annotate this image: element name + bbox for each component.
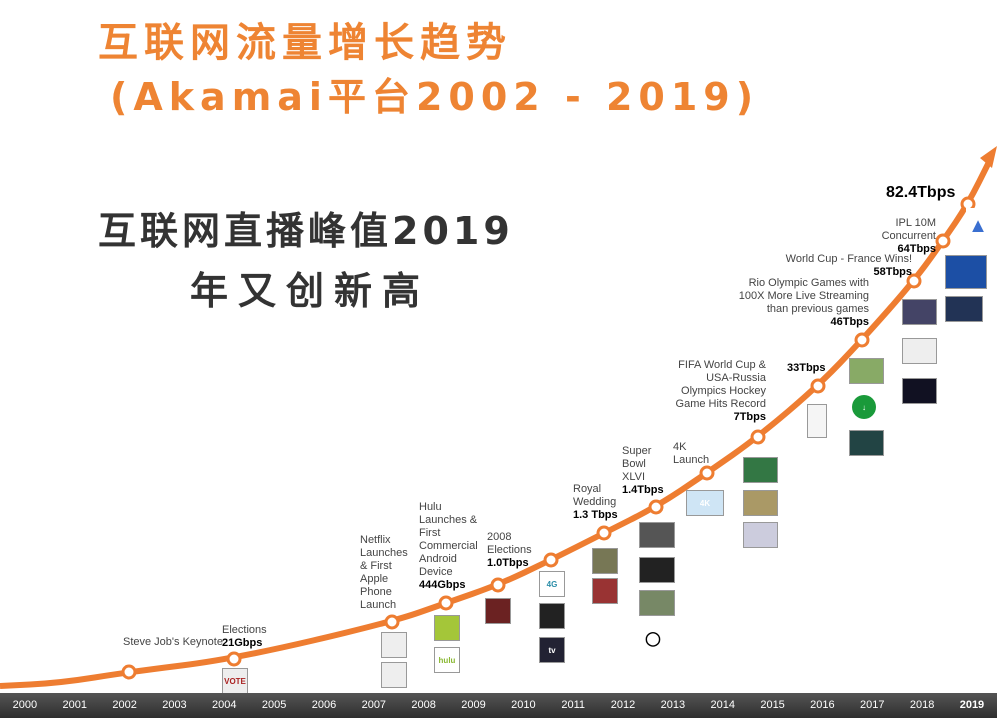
year-tick-2001: 2001 [62, 699, 87, 711]
vr-thumbnail [902, 378, 937, 404]
year-tick-2007: 2007 [361, 699, 387, 711]
year-tick-2017: 2017 [860, 699, 885, 711]
smartphone-thumbnail [807, 404, 827, 438]
download-icon: ↓ [852, 395, 876, 419]
milestone-point-2007 [384, 614, 400, 630]
4k-thumbnail: 4K [686, 490, 724, 516]
year-tick-2013: 2013 [660, 699, 686, 711]
year-tick-2019: 2019 [959, 699, 985, 711]
label-2019: 82.4Tbps [886, 184, 956, 201]
year-tick-2006: 2006 [311, 699, 337, 711]
ipl-logo-thumbnail [945, 255, 987, 289]
year-tick-2008: 2008 [411, 699, 436, 711]
milestone-point-2014 [750, 429, 766, 445]
olympics-logo-icon: ◯ [641, 626, 665, 650]
label-2014: FIFA World Cup & USA-Russia Olympics Hoc… [675, 359, 766, 423]
france-thumbnail [902, 299, 937, 325]
milestone-point-2016 [854, 332, 870, 348]
year-axis: 2000 2001 2002 2003 2004 2005 2006 2007 2008 2009… [0, 693, 997, 718]
label-2004: Elections 21Gbps [222, 624, 267, 649]
wedding-thumbnail [592, 548, 618, 574]
year-tick-2015: 2015 [760, 699, 785, 711]
milestone-point-2013 [699, 465, 715, 481]
milestone-point-2018 [935, 233, 951, 249]
apple-tv-thumbnail: tv [539, 637, 565, 663]
title-line2: (Akamai平台2002 - 2019) [110, 75, 760, 119]
milestone-point-2009 [490, 577, 506, 593]
hockey-thumbnail [743, 490, 778, 516]
label-2013: 4K Launch [673, 441, 710, 466]
wedding-photo-thumbnail [592, 578, 618, 604]
world-cup-thumbnail [743, 457, 778, 483]
laptop-thumbnail [381, 662, 407, 688]
label-2011: Royal Wedding 1.3 Tbps [573, 483, 618, 521]
label-2016: Rio Olympic Games with 100X More Live St… [738, 277, 869, 328]
label-2008: Hulu Launches & First Commercial Android… [419, 501, 478, 591]
year-tick-2011: 2011 [561, 699, 586, 711]
label-2012: Super Bowl XLVI 1.4Tbps [622, 445, 664, 496]
iphone-thumbnail [381, 632, 407, 658]
year-tick-2003: 2003 [162, 699, 187, 711]
game-thumbnail [639, 590, 675, 616]
tablet-thumbnail [639, 522, 675, 548]
year-tick-2004: 2004 [212, 699, 237, 711]
subtitle-line1: 互联网直播峰值2019 [98, 209, 514, 253]
year-tick-2005: 2005 [261, 699, 287, 711]
arrow-head-icon [980, 146, 997, 168]
election-thumbnail [485, 598, 511, 624]
label-2017: World Cup - France Wins! 58Tbps [785, 253, 912, 278]
android-thumbnail [434, 615, 460, 641]
milestone-point-2010 [543, 552, 559, 568]
hulu-thumbnail: hulu [434, 647, 460, 673]
label-2009: 2008 Elections 1.0Tbps [487, 531, 532, 569]
label-2002: Steve Job's Keynote [123, 636, 223, 648]
year-tick-2016: 2016 [810, 699, 835, 711]
milestone-point-2017 [906, 273, 922, 289]
hockey-players-thumbnail [743, 522, 778, 548]
year-tick-2010: 2010 [511, 699, 536, 711]
cricket-thumbnail [945, 296, 983, 322]
phone-thumbnail [902, 338, 937, 364]
milestone-point-2012 [648, 499, 664, 515]
vote-thumbnail: VOTE [222, 668, 248, 694]
milestone-point-2002 [121, 664, 137, 680]
milestone-point-2011 [596, 525, 612, 541]
milestone-point-2008 [438, 595, 454, 611]
milestone-point-2015 [810, 378, 826, 394]
year-tick-2018: 2018 [909, 699, 935, 711]
year-tick-2009: 2009 [461, 699, 486, 711]
label-2015: 33Tbps [787, 362, 826, 374]
subtitle-line2: 年又创新高 [190, 269, 431, 313]
year-tick-2000: 2000 [12, 699, 38, 711]
rocket-icon: ▲ [966, 208, 990, 244]
4g-thumbnail: 4G [539, 571, 565, 597]
rio-thumbnail [849, 358, 884, 384]
traffic-line [0, 158, 993, 689]
year-tick-2014: 2014 [710, 699, 735, 711]
milestone-point-2004 [226, 651, 242, 667]
year-tick-2002: 2002 [112, 699, 137, 711]
label-2007: Netflix Launches & First Apple Phone Lau… [360, 534, 408, 611]
year-tick-2012: 2012 [610, 699, 636, 711]
video-thumbnail [639, 557, 675, 583]
title-line1: 互联网流量增长趋势 [98, 20, 512, 66]
label-2018: IPL 10M Concurrent 64Tbps [881, 217, 936, 255]
stadium-thumbnail [849, 430, 884, 456]
ipad-thumbnail [539, 603, 565, 629]
